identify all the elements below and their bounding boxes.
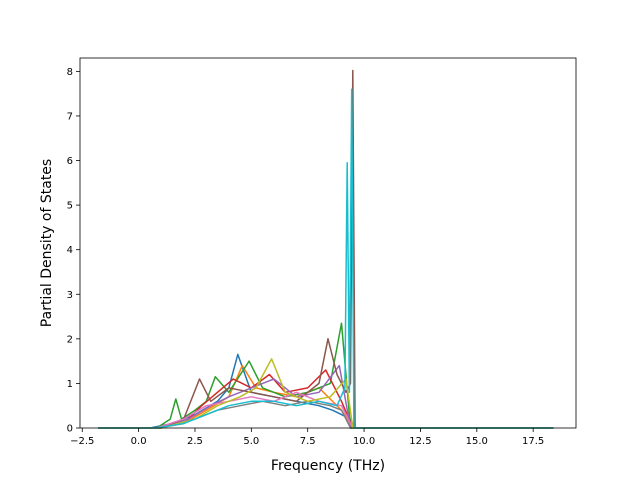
x-axis-ticks: −2.5 0.0 2.5 5.0 7.5 10.0 12.5 15.0 17.5 xyxy=(70,428,544,447)
series-line-6 xyxy=(98,69,554,429)
y-tick-label: 1 xyxy=(67,379,73,390)
plot-frame xyxy=(79,57,577,429)
y-tick-label: 8 xyxy=(67,67,73,78)
x-tick-label: 15.0 xyxy=(466,436,488,447)
y-axis-ticks: 0 1 2 3 4 5 6 7 8 xyxy=(67,67,80,435)
x-tick-label: 7.5 xyxy=(300,436,316,447)
y-tick-label: 4 xyxy=(67,245,73,256)
series-line-3 xyxy=(98,322,554,429)
x-tick-label: 12.5 xyxy=(409,436,431,447)
y-tick-label: 2 xyxy=(67,334,73,345)
x-tick-label: 10.0 xyxy=(353,436,375,447)
plot-area xyxy=(80,58,576,428)
x-tick-label: 2.5 xyxy=(187,436,203,447)
series-line-10 xyxy=(98,88,554,429)
x-tick-label: 0.0 xyxy=(131,436,147,447)
x-axis-label: Frequency (THz) xyxy=(271,458,385,474)
y-tick-label: 5 xyxy=(67,201,73,212)
y-tick-label: 7 xyxy=(67,111,73,122)
y-tick-label: 3 xyxy=(67,290,73,301)
y-tick-label: 6 xyxy=(67,156,73,167)
x-tick-label: 5.0 xyxy=(243,436,259,447)
y-tick-label: 0 xyxy=(67,424,73,435)
y-axis-label: Partial Density of States xyxy=(39,159,55,327)
x-tick-label: −2.5 xyxy=(70,436,94,447)
x-tick-label: 17.5 xyxy=(522,436,544,447)
series-layer xyxy=(98,69,554,429)
